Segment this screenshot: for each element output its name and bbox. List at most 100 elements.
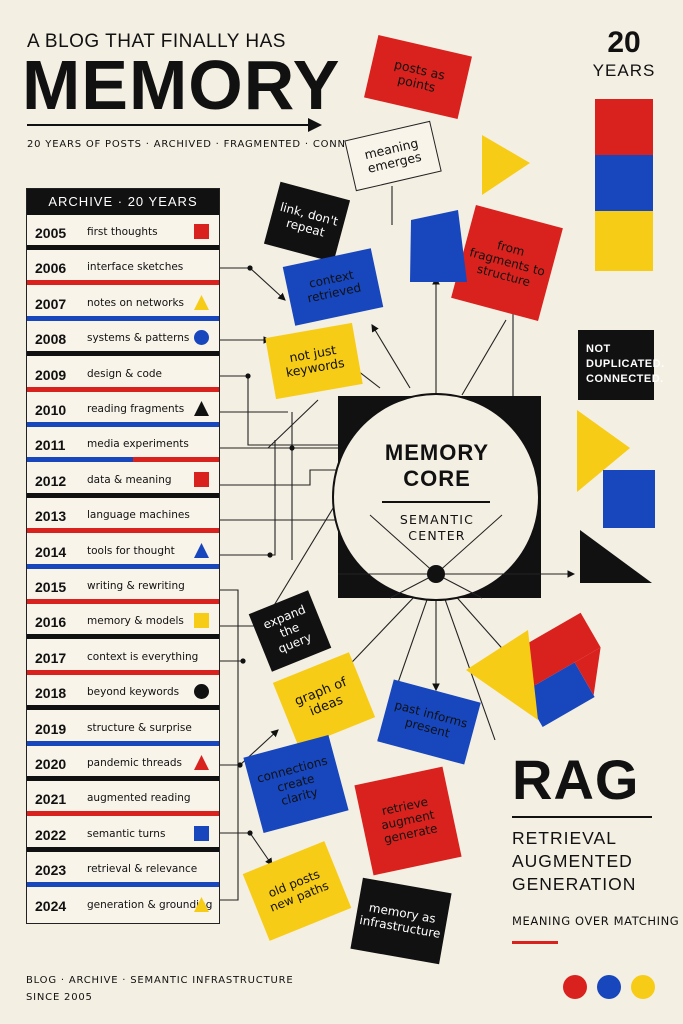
- archive-row-2018[interactable]: 2018 beyond keywords: [27, 675, 219, 711]
- red-square-icon: [194, 224, 209, 239]
- kicker-text: A BLOG THAT FINALLY HAS: [27, 31, 286, 52]
- archive-year: 2022: [35, 826, 67, 843]
- archive-row-2009[interactable]: 2009 design & code: [27, 357, 219, 392]
- row-divider: [27, 315, 219, 321]
- archive-year: 2007: [35, 295, 67, 312]
- row-divider: [27, 740, 219, 746]
- memory-core-title: MEMORY CORE: [337, 440, 537, 493]
- archive-year: 2020: [35, 756, 67, 772]
- archive-label: generation & grounding: [87, 898, 213, 911]
- row-divider: [27, 776, 219, 781]
- archive-row-2011[interactable]: 2011 media experiments: [27, 427, 219, 463]
- row-divider: [27, 351, 219, 357]
- archive-row-2020[interactable]: 2020 pandemic threads: [27, 746, 219, 781]
- note-line-2: DUPLICATED.: [586, 357, 665, 370]
- archive-row-2013[interactable]: 2013 language machines: [27, 498, 219, 534]
- archive-row-2022[interactable]: 2022 semantic turns: [27, 817, 219, 852]
- archive-row-2023[interactable]: 2023 retrieval & relevance: [27, 852, 219, 888]
- footer-dots: [563, 975, 655, 999]
- archive-year: 2011: [35, 437, 66, 454]
- card-memory-as-infrastructure[interactable]: memory as infrastructure: [350, 877, 452, 965]
- color-stack-red: [595, 99, 653, 155]
- archive-year: 2015: [35, 579, 67, 595]
- archive-label: design & code: [87, 367, 163, 380]
- archive-year: 2021: [35, 791, 67, 808]
- yellow-square-icon: [194, 613, 209, 629]
- yellow-triangle-icon: [194, 294, 209, 310]
- color-stack-yellow: [595, 211, 653, 271]
- row-divider: [27, 563, 219, 569]
- archive-row-2017[interactable]: 2017 context is everything: [27, 640, 219, 675]
- archive-row-2024[interactable]: 2024 generation & grounding: [27, 888, 219, 923]
- archive-label: interface sketches: [87, 261, 184, 274]
- archive-row-2015[interactable]: 2015 writing & rewriting: [27, 569, 219, 604]
- row-divider: [27, 457, 133, 463]
- archive-year: 2016: [35, 614, 67, 631]
- archive-label: augmented reading: [87, 792, 191, 805]
- archive-label: data & meaning: [87, 473, 172, 486]
- archive-year: 2019: [35, 720, 67, 737]
- blue-circle-icon: [194, 330, 209, 346]
- red-dot-icon: [563, 975, 587, 999]
- archive-row-2021[interactable]: 2021 augmented reading: [27, 781, 219, 817]
- archive-year: 2008: [35, 331, 67, 348]
- rag-expansion: RETRIEVAL AUGMENTED GENERATION: [512, 827, 636, 895]
- note-line-3: CONNECTED.: [586, 372, 664, 385]
- archive-label: tools for thought: [87, 544, 175, 557]
- archive-label: pandemic threads: [87, 757, 183, 769]
- core-title-line-2: CORE: [403, 466, 471, 492]
- blue-square-icon: [194, 825, 209, 841]
- archive-row-2010[interactable]: 2010 reading fragments: [27, 392, 219, 427]
- archive-row-2019[interactable]: 2019 structure & surprise: [27, 711, 219, 746]
- archive-row-2012[interactable]: 2012 data & meaning: [27, 463, 219, 498]
- archive-row-2016[interactable]: 2016 memory & models: [27, 604, 219, 640]
- archive-label: reading fragments: [87, 403, 185, 415]
- years-number: 20: [607, 26, 641, 59]
- archive-label: memory & models: [87, 615, 184, 628]
- archive-row-2014[interactable]: 2014 tools for thought: [27, 534, 219, 569]
- archive-label: notes on networks: [87, 296, 184, 309]
- red-triangle-icon: [194, 755, 209, 770]
- archive-title: ARCHIVE · 20 YEARS: [27, 189, 219, 215]
- archive-row-2006[interactable]: 2006 interface sketches: [27, 250, 219, 286]
- archive-year: 2012: [35, 472, 67, 489]
- row-divider: [27, 599, 219, 604]
- archive-label: structure & surprise: [87, 721, 192, 734]
- card-retrieve-augment-generate[interactable]: retrieve augment generate: [354, 766, 462, 876]
- footer-line-2: SINCE 2005: [26, 992, 93, 1003]
- archive-year: 2006: [35, 260, 67, 277]
- color-stack-blue: [595, 155, 653, 211]
- rag-line-1: RETRIEVAL: [512, 828, 617, 848]
- row-divider: [27, 280, 219, 286]
- archive-row-2008[interactable]: 2008 systems & patterns: [27, 321, 219, 357]
- row-divider: [27, 705, 219, 711]
- row-divider: [27, 634, 219, 640]
- archive-year: 2010: [35, 402, 67, 418]
- row-divider: [27, 882, 219, 888]
- archive-year: 2005: [35, 225, 67, 241]
- archive-year: 2018: [35, 685, 67, 702]
- row-divider: [132, 457, 219, 463]
- archive-label: systems & patterns: [87, 332, 190, 345]
- archive-label: language machines: [87, 509, 190, 522]
- rag-divider: [512, 816, 652, 818]
- archive-panel: ARCHIVE · 20 YEARS 2005 first thoughts 200…: [26, 188, 220, 924]
- note-line-1: NOT: [586, 343, 611, 355]
- black-triangle-icon: [194, 401, 209, 416]
- black-circle-icon: [194, 684, 209, 700]
- archive-row-2007[interactable]: 2007 notes on networks: [27, 286, 219, 321]
- archive-label: context is everything: [87, 650, 199, 663]
- row-divider: [27, 386, 219, 392]
- row-divider: [27, 492, 219, 498]
- archive-year: 2013: [35, 508, 67, 525]
- blue-triangle-icon: [194, 542, 209, 558]
- archive-row-2005[interactable]: 2005 first thoughts: [27, 215, 219, 250]
- archive-label: retrieval & relevance: [87, 863, 198, 876]
- core-sub-line-1: SEMANTIC: [399, 512, 475, 527]
- archive-year: 2014: [35, 543, 67, 560]
- row-divider: [27, 422, 219, 427]
- archive-year: 2023: [35, 862, 67, 879]
- page-title: MEMORY: [22, 46, 341, 124]
- row-divider: [27, 528, 219, 534]
- footer-line-1: BLOG · ARCHIVE · SEMANTIC INFRASTRUCTURE: [26, 975, 294, 986]
